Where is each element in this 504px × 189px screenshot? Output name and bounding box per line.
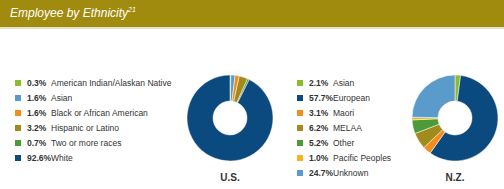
html-text:Employee by Ethnicity21: Employee by Ethnicity21 — [10, 6, 136, 20]
svg-text:57.7%: 57.7% — [309, 93, 334, 103]
svg-text:3.2%: 3.2% — [27, 123, 47, 133]
svg-text:European: European — [333, 93, 370, 103]
svg-text:Asian: Asian — [333, 78, 355, 88]
svg-text:Asian: Asian — [51, 93, 73, 103]
svg-text:N.Z.: N.Z. — [446, 172, 465, 183]
svg-text:24.7%: 24.7% — [309, 168, 334, 178]
svg-text:Other: Other — [333, 138, 354, 148]
svg-text:2.1%: 2.1% — [309, 78, 329, 88]
svg-text:0.7%: 0.7% — [27, 138, 47, 148]
svg-text:Unknown: Unknown — [333, 168, 369, 178]
svg-text:0.3%: 0.3% — [27, 78, 47, 88]
svg-text:Maori: Maori — [333, 108, 354, 118]
svg-text:Two or more races: Two or more races — [51, 138, 121, 148]
svg-text:Pacific Peoples: Pacific Peoples — [333, 153, 391, 163]
svg-text:American Indian/Alaskan Native: American Indian/Alaskan Native — [51, 78, 172, 88]
svg-text:5.2%: 5.2% — [309, 138, 329, 148]
svg-text:Black or African American: Black or African American — [51, 108, 148, 118]
svg-text:MELAA: MELAA — [333, 123, 362, 133]
svg-text:6.2%: 6.2% — [309, 123, 329, 133]
svg-text:White: White — [51, 153, 73, 163]
svg-text:1.6%: 1.6% — [27, 108, 47, 118]
svg-text:U.S.: U.S. — [220, 172, 240, 183]
svg-text:1.6%: 1.6% — [27, 93, 47, 103]
svg-text:3.1%: 3.1% — [309, 108, 329, 118]
svg-text:Hispanic or Latino: Hispanic or Latino — [51, 123, 119, 133]
svg-text:92.6%: 92.6% — [27, 153, 52, 163]
svg-text:1.0%: 1.0% — [309, 153, 329, 163]
